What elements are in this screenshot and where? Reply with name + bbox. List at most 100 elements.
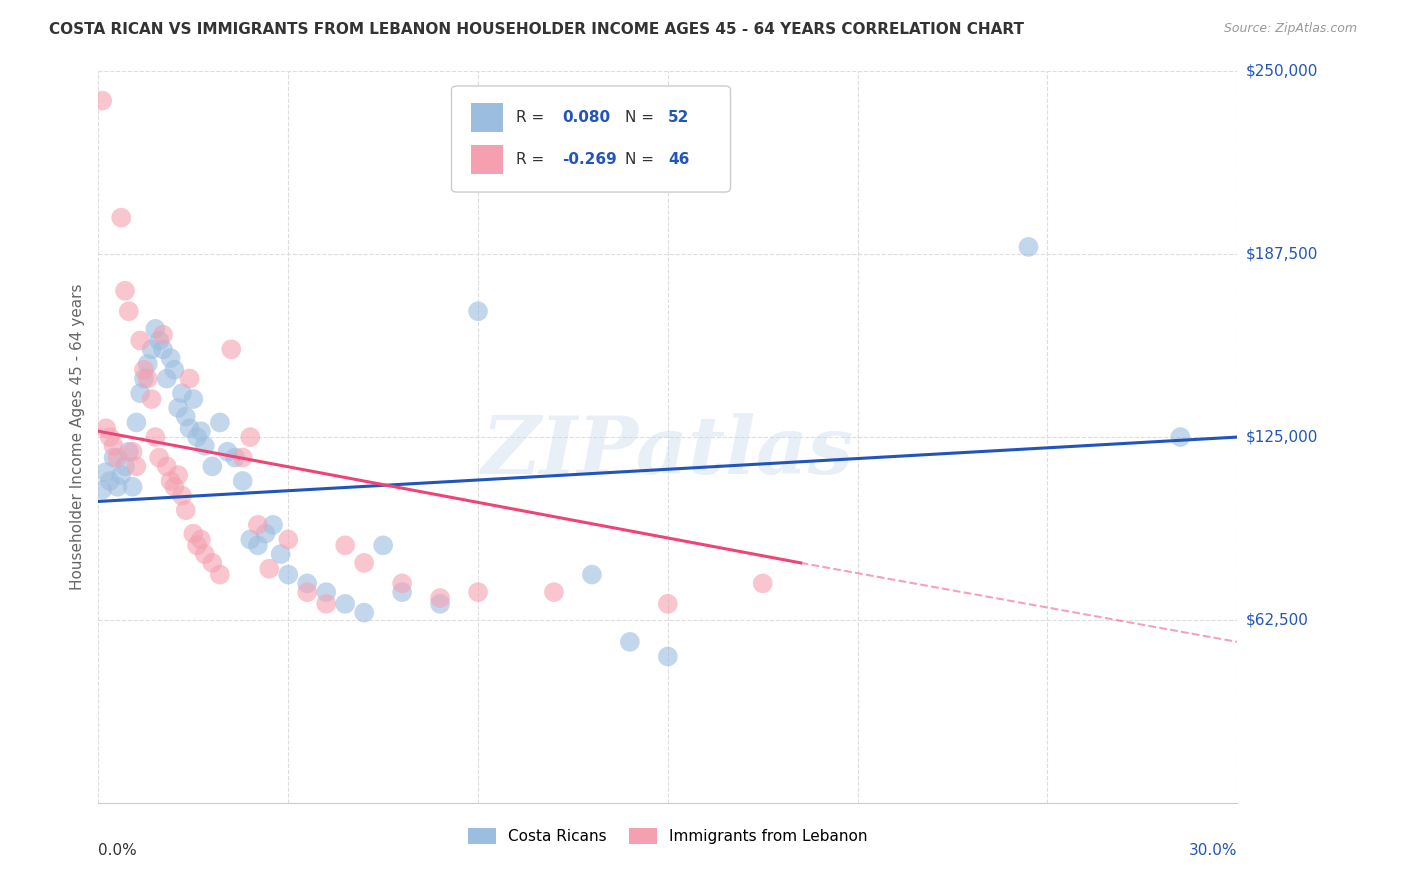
Point: [277, 567, 299, 582]
Point: [121, 480, 143, 494]
Point: [246, 538, 269, 552]
Point: [1018, 240, 1040, 254]
Point: [467, 585, 489, 599]
Point: [335, 597, 357, 611]
Y-axis label: Householder Income Ages 45 - 64 years: Householder Income Ages 45 - 64 years: [70, 284, 86, 591]
Point: [467, 304, 489, 318]
Point: [217, 444, 239, 458]
Text: $125,000: $125,000: [1246, 430, 1317, 444]
Point: [581, 567, 603, 582]
Point: [186, 430, 208, 444]
Point: [277, 533, 299, 547]
Point: [297, 576, 319, 591]
Point: [163, 480, 186, 494]
Point: [183, 392, 205, 406]
Point: [353, 606, 375, 620]
Point: [371, 538, 394, 552]
Point: [174, 409, 197, 424]
Point: [190, 533, 212, 547]
Text: $62,500: $62,500: [1246, 613, 1309, 627]
Point: [232, 450, 254, 465]
Bar: [471, 145, 503, 174]
Text: -0.269: -0.269: [562, 152, 617, 167]
Point: [752, 576, 775, 591]
Point: [107, 480, 129, 494]
Point: [391, 576, 413, 591]
Point: [543, 585, 565, 599]
Point: [167, 401, 190, 415]
Point: [136, 371, 159, 385]
Text: 52: 52: [668, 110, 689, 125]
Point: [315, 597, 337, 611]
Point: [91, 483, 114, 497]
Point: [145, 322, 167, 336]
Point: [163, 363, 186, 377]
Point: [657, 649, 679, 664]
Point: [129, 386, 152, 401]
Point: [110, 211, 132, 225]
Text: 30.0%: 30.0%: [1189, 843, 1237, 858]
Text: $250,000: $250,000: [1246, 64, 1317, 78]
Point: [148, 450, 170, 465]
Point: [429, 597, 451, 611]
Point: [110, 468, 132, 483]
Point: [179, 371, 201, 385]
Point: [246, 517, 269, 532]
Point: [201, 556, 224, 570]
Point: [159, 351, 181, 365]
Point: [208, 416, 231, 430]
Point: [91, 94, 114, 108]
Point: [297, 585, 319, 599]
Point: [118, 304, 141, 318]
Point: [118, 444, 141, 458]
Point: [353, 556, 375, 570]
Point: [98, 430, 121, 444]
Text: R =: R =: [516, 110, 550, 125]
Text: 46: 46: [668, 152, 689, 167]
Point: [1170, 430, 1192, 444]
Text: N =: N =: [624, 110, 658, 125]
Point: [239, 533, 262, 547]
Text: 0.0%: 0.0%: [98, 843, 138, 858]
Point: [152, 343, 174, 357]
Point: [103, 439, 125, 453]
Text: COSTA RICAN VS IMMIGRANTS FROM LEBANON HOUSEHOLDER INCOME AGES 45 - 64 YEARS COR: COSTA RICAN VS IMMIGRANTS FROM LEBANON H…: [49, 22, 1024, 37]
Point: [194, 439, 217, 453]
Point: [141, 392, 163, 406]
Point: [270, 547, 292, 561]
Point: [221, 343, 243, 357]
Text: $187,500: $187,500: [1246, 247, 1317, 261]
Point: [125, 416, 148, 430]
Point: [156, 371, 179, 385]
Point: [232, 474, 254, 488]
Text: R =: R =: [516, 152, 550, 167]
Point: [132, 363, 155, 377]
Point: [152, 327, 174, 342]
Point: [429, 591, 451, 605]
Point: [141, 343, 163, 357]
Point: [159, 474, 181, 488]
Point: [619, 635, 641, 649]
Point: [179, 421, 201, 435]
Point: [183, 526, 205, 541]
Point: [262, 517, 284, 532]
Point: [391, 585, 413, 599]
Point: [136, 357, 159, 371]
FancyBboxPatch shape: [451, 86, 731, 192]
Point: [259, 562, 281, 576]
Point: [107, 450, 129, 465]
Point: [194, 547, 217, 561]
Point: [170, 489, 193, 503]
Point: [103, 450, 125, 465]
Text: N =: N =: [624, 152, 658, 167]
Point: [156, 459, 179, 474]
Text: ZIPatlas: ZIPatlas: [482, 413, 853, 491]
Point: [657, 597, 679, 611]
Point: [125, 459, 148, 474]
Bar: [471, 103, 503, 132]
Point: [148, 334, 170, 348]
Point: [190, 424, 212, 438]
Point: [170, 386, 193, 401]
Point: [167, 468, 190, 483]
Text: 0.080: 0.080: [562, 110, 610, 125]
